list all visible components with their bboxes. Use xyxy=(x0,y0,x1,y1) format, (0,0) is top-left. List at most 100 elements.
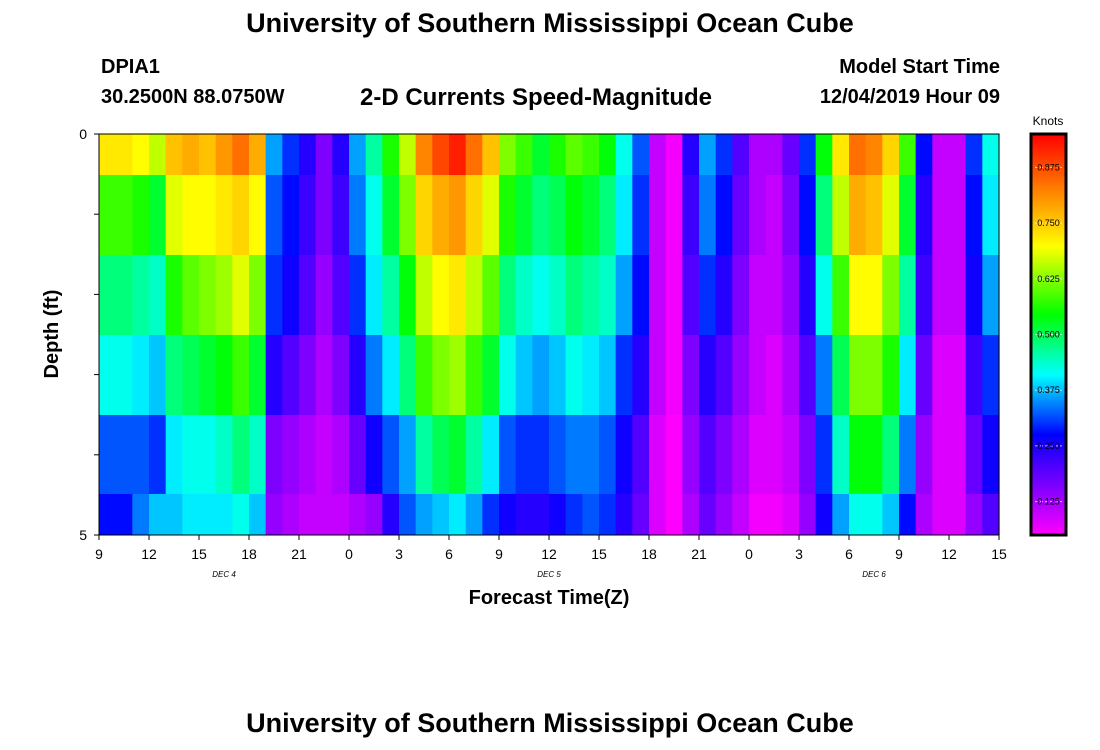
heatmap-cell xyxy=(315,134,333,175)
heatmap-cell xyxy=(832,175,850,255)
heatmap-cell xyxy=(899,415,917,494)
heatmap-cell xyxy=(665,175,683,255)
heatmap-cell xyxy=(915,134,933,175)
heatmap-cell xyxy=(399,175,417,255)
x-tick-label: 9 xyxy=(895,546,903,562)
heatmap-cell xyxy=(515,415,533,494)
heatmap-cell xyxy=(565,175,583,255)
heatmap-cell xyxy=(249,134,267,175)
heatmap-cell xyxy=(632,134,650,175)
heatmap-cell xyxy=(799,134,817,175)
heatmap-cell xyxy=(99,335,117,415)
heatmap-cell xyxy=(982,494,1000,535)
heatmap-cell xyxy=(782,494,800,535)
heatmap-cell xyxy=(332,415,350,494)
heatmap-cell xyxy=(982,134,1000,175)
heatmap-cell xyxy=(665,335,683,415)
heatmap-cell xyxy=(532,255,550,335)
x-tick-label: 3 xyxy=(795,546,803,562)
heatmap-cell xyxy=(915,175,933,255)
heatmap-cell xyxy=(532,134,550,175)
heatmap-cell xyxy=(165,335,183,415)
heatmap-cell xyxy=(299,175,317,255)
heatmap-cell xyxy=(365,415,383,494)
heatmap-cell xyxy=(849,175,867,255)
heatmap-cell xyxy=(799,415,817,494)
heatmap-cell xyxy=(849,134,867,175)
heatmap-cell xyxy=(732,415,750,494)
heatmap-cell xyxy=(132,415,150,494)
heatmap-cell xyxy=(115,415,133,494)
date-label: DEC 6 xyxy=(862,570,886,579)
heatmap-cell xyxy=(882,255,900,335)
heatmap-cell xyxy=(315,335,333,415)
y-tick-label: 5 xyxy=(79,527,87,543)
heatmap-cell xyxy=(732,255,750,335)
heatmap-cell xyxy=(432,134,450,175)
heatmap-cell xyxy=(115,175,133,255)
x-tick-label: 6 xyxy=(845,546,853,562)
heatmap-cell xyxy=(232,335,250,415)
heatmap-cell xyxy=(715,494,733,535)
heatmap-cell xyxy=(749,415,767,494)
heatmap-cell xyxy=(749,335,767,415)
heatmap-cell xyxy=(665,415,683,494)
heatmap-cell xyxy=(565,134,583,175)
heatmap-cell xyxy=(382,335,400,415)
heatmap-cell xyxy=(899,134,917,175)
heatmap-cell xyxy=(382,134,400,175)
heatmap-cell xyxy=(732,134,750,175)
heatmap-cell xyxy=(782,335,800,415)
heatmap-cell xyxy=(399,255,417,335)
heatmap-cell xyxy=(232,134,250,175)
heatmap-cell xyxy=(415,415,433,494)
heatmap-cell xyxy=(649,415,667,494)
colorbar-tick-label: 0.500 xyxy=(1037,330,1060,340)
heatmap-cell xyxy=(699,415,717,494)
heatmap-cell xyxy=(815,415,833,494)
heatmap-cell xyxy=(215,134,233,175)
heatmap-cell xyxy=(582,175,600,255)
heatmap-cell xyxy=(315,415,333,494)
heatmap-cell xyxy=(715,134,733,175)
heatmap-cell xyxy=(265,134,283,175)
heatmap-cell xyxy=(865,255,883,335)
heatmap-cell xyxy=(465,415,483,494)
model-start-value: 12/04/2019 Hour 09 xyxy=(819,86,1000,108)
heatmap-cell xyxy=(415,255,433,335)
colorbar-tick-label: 0.375 xyxy=(1037,385,1060,395)
colorbar-tick-label: 0.750 xyxy=(1037,218,1060,228)
heatmap-cell xyxy=(799,494,817,535)
heatmap-cell xyxy=(149,175,167,255)
heatmap-cell xyxy=(365,335,383,415)
heatmap-cell xyxy=(215,175,233,255)
heatmap-cell xyxy=(649,494,667,535)
heatmap-cell xyxy=(415,134,433,175)
heatmap-cell xyxy=(199,255,217,335)
heatmap-cell xyxy=(815,335,833,415)
heatmap-cell xyxy=(782,255,800,335)
heatmap-cell xyxy=(282,415,300,494)
heatmap-cell xyxy=(899,494,917,535)
heatmap-cell xyxy=(865,335,883,415)
heatmap-cell xyxy=(132,134,150,175)
heatmap-cell xyxy=(815,494,833,535)
heatmap-cell xyxy=(432,255,450,335)
heatmap-cell xyxy=(282,494,300,535)
heatmap-cell xyxy=(532,494,550,535)
heatmap-cell xyxy=(515,175,533,255)
heatmap-cell xyxy=(349,175,367,255)
heatmap-cell xyxy=(232,494,250,535)
heatmap-cell xyxy=(449,175,467,255)
heatmap-cell xyxy=(715,415,733,494)
heatmap-cell xyxy=(615,134,633,175)
heatmap-cell xyxy=(565,255,583,335)
heatmap-cell xyxy=(465,494,483,535)
heatmap-cell xyxy=(132,335,150,415)
heatmap-cell xyxy=(232,175,250,255)
colorbar-tick-label: 0.250 xyxy=(1037,441,1060,451)
heatmap-cell xyxy=(115,335,133,415)
heatmap-cell xyxy=(465,134,483,175)
heatmap-cell xyxy=(899,255,917,335)
heatmap-cell xyxy=(915,335,933,415)
